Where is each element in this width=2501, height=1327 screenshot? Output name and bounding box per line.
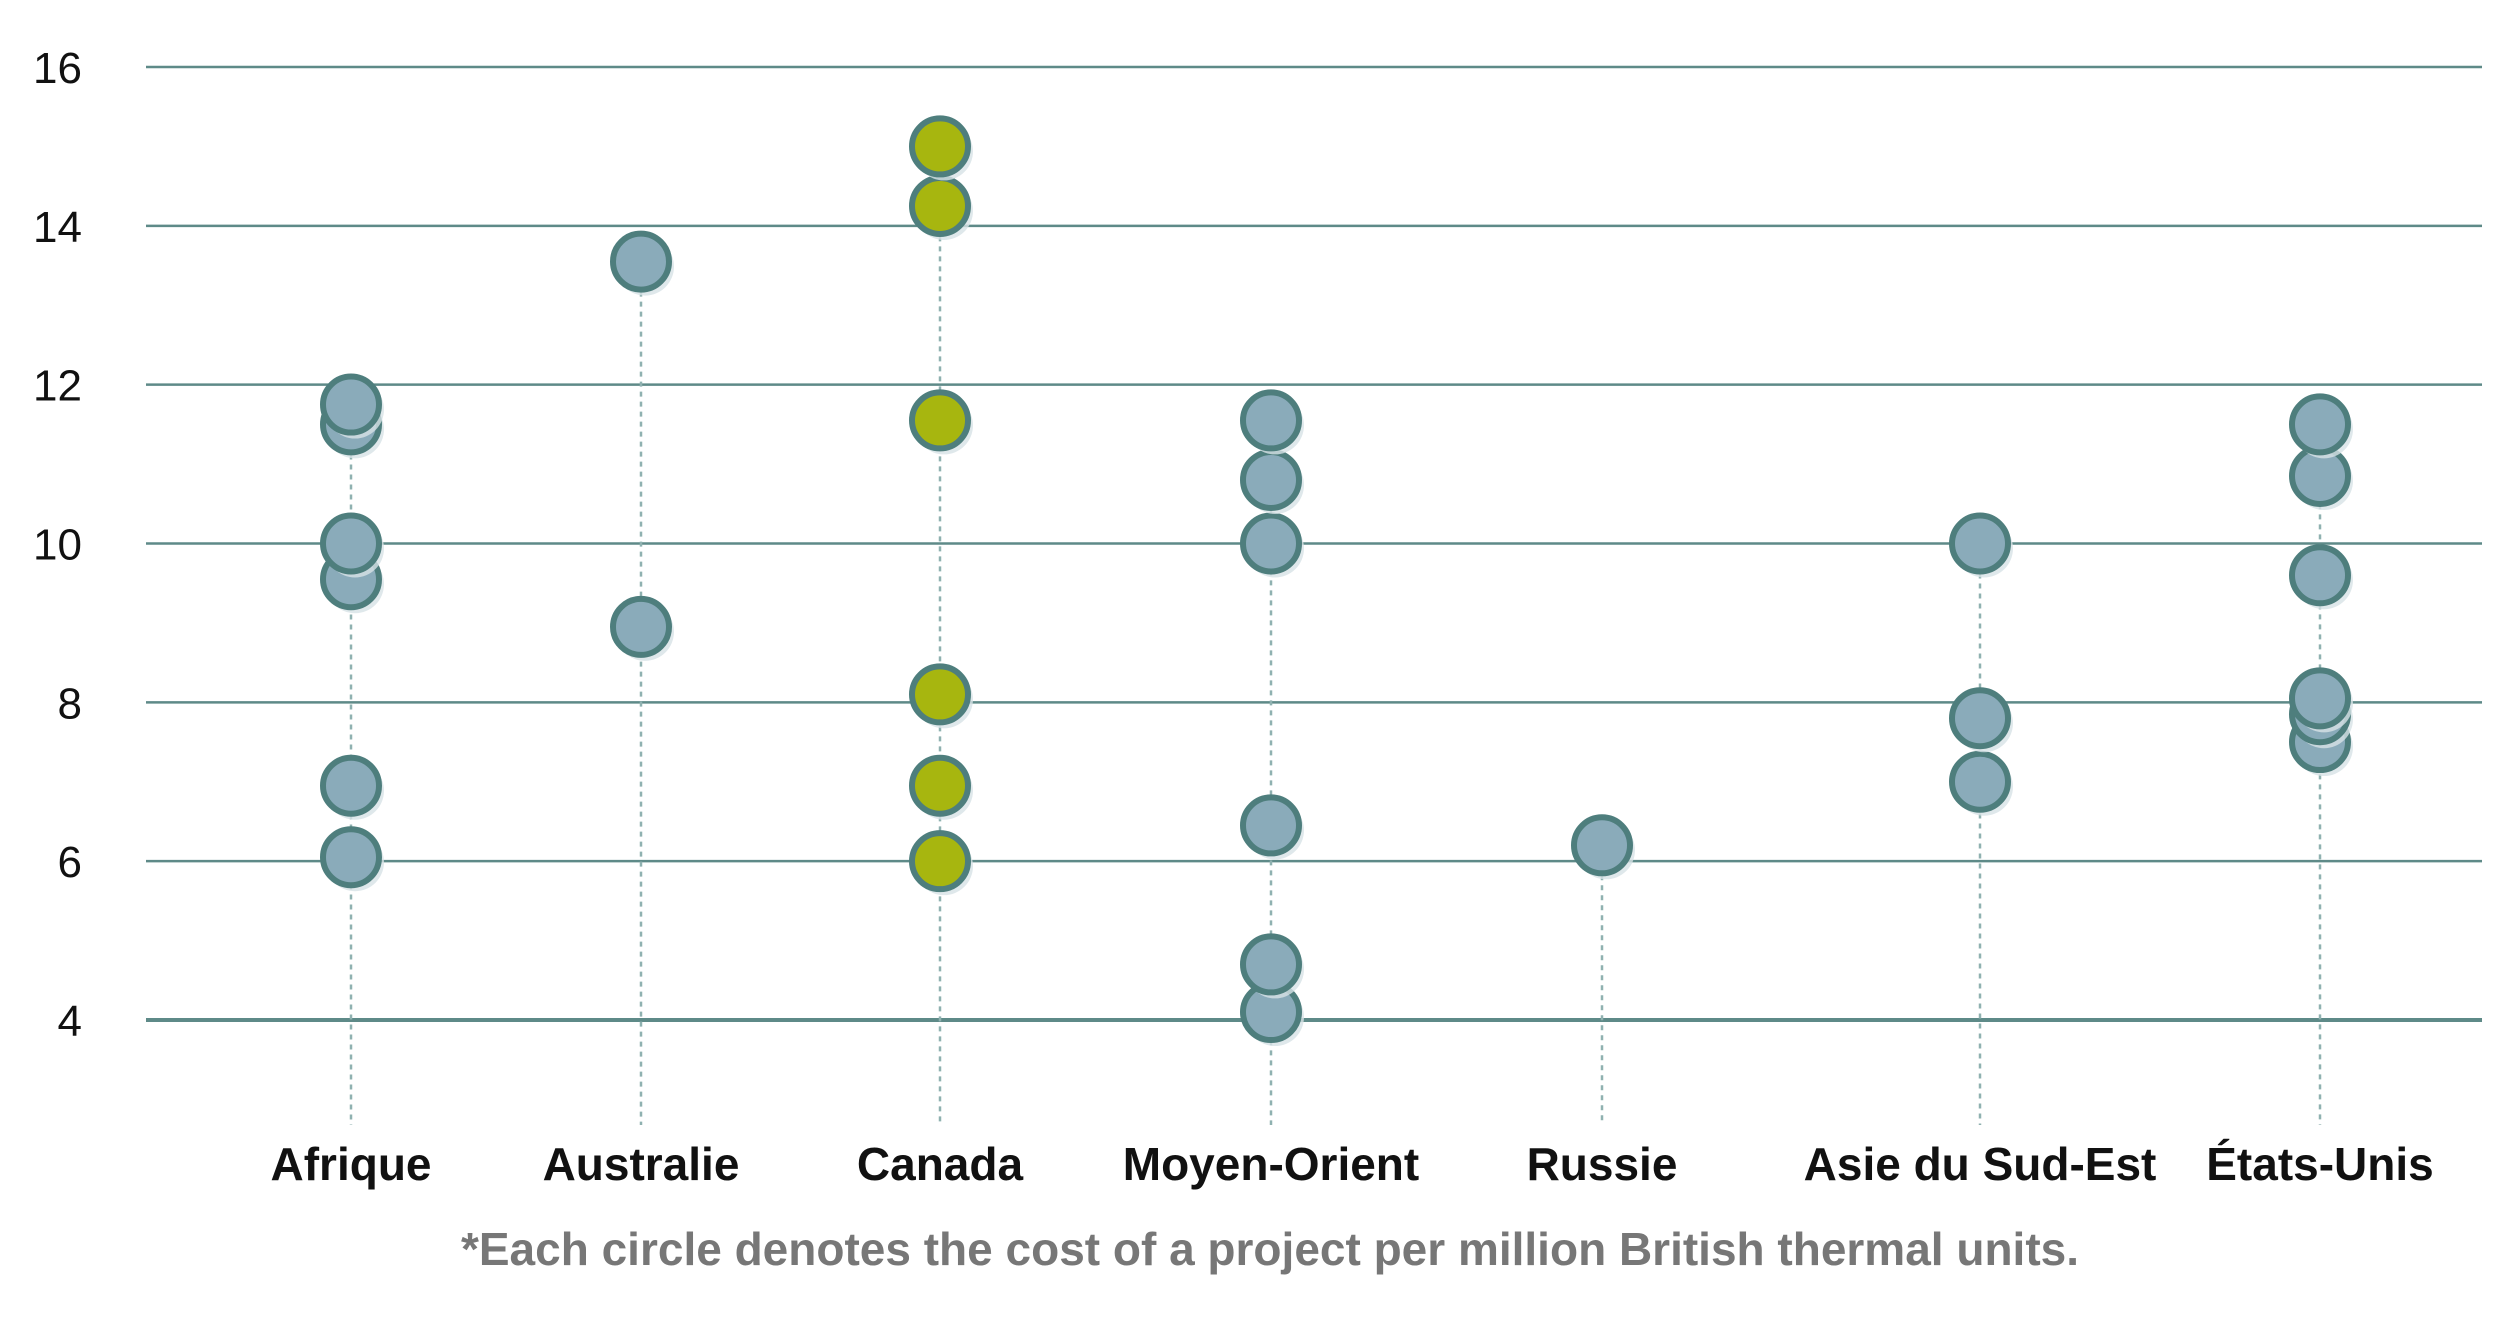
data-point [1949, 687, 2011, 750]
y-tick-label: 16 [33, 44, 82, 93]
data-point [909, 115, 971, 178]
data-points [320, 115, 2353, 1047]
data-point [320, 826, 382, 889]
x-category-label: Russie [1527, 1138, 1678, 1190]
data-point [610, 230, 672, 293]
data-point [610, 595, 672, 658]
x-category-label: États-Unis [2206, 1138, 2433, 1190]
data-point [909, 389, 971, 452]
data-point [1949, 512, 2011, 575]
data-point [1240, 389, 1302, 452]
data-point [1240, 794, 1302, 857]
y-tick-label: 12 [33, 362, 82, 411]
y-tick-label: 10 [33, 521, 82, 570]
x-category-label: Afrique [271, 1138, 432, 1190]
y-tick-label: 8 [58, 679, 82, 728]
data-point [909, 663, 971, 726]
footnote: *Each circle denotes the cost of a proje… [461, 1223, 2079, 1275]
drop-lines [349, 146, 2322, 1125]
data-point [1240, 933, 1302, 996]
data-point [909, 174, 971, 237]
x-category-label: Canada [857, 1138, 1024, 1190]
data-point [909, 830, 971, 893]
data-point [1240, 448, 1302, 511]
data-point [2289, 393, 2351, 456]
data-point [1571, 814, 1633, 877]
y-tick-label: 14 [33, 203, 82, 252]
y-tick-label: 6 [58, 838, 82, 887]
data-point [2289, 544, 2351, 607]
y-axis-tick-labels: 4 6 8 10 12 14 16 [33, 44, 82, 1046]
data-point [320, 373, 382, 436]
data-point [320, 512, 382, 575]
x-category-label: Asie du Sud-Est [1804, 1138, 2157, 1190]
x-category-label: Australie [543, 1138, 740, 1190]
gridlines [146, 65, 2482, 1022]
data-point [2289, 667, 2351, 730]
y-tick-label: 4 [58, 997, 82, 1046]
data-point [1240, 512, 1302, 575]
data-point [320, 754, 382, 817]
data-point [909, 754, 971, 817]
x-axis-category-labels: Afrique Australie Canada Moyen-Orient Russie… [271, 1138, 2434, 1190]
x-category-label: Moyen-Orient [1123, 1138, 1419, 1190]
data-point [1949, 750, 2011, 813]
